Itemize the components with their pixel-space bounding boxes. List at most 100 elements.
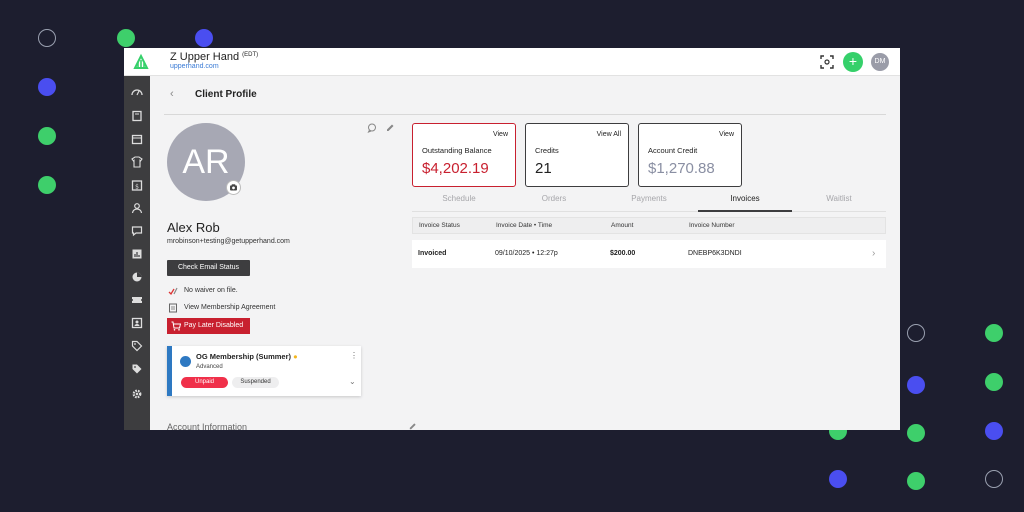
sun-icon: ● — [293, 352, 298, 361]
membership-title-text: OG Membership (Summer) — [196, 352, 292, 361]
stat-value: 21 — [535, 160, 552, 177]
chevron-right-icon[interactable]: › — [872, 248, 876, 259]
app-window: Z Upper Hand (EDT) upperhand.com + DM $ … — [124, 48, 900, 430]
invoice-date: 09/10/2025 • 12:27p — [495, 250, 558, 257]
back-button[interactable]: ‹ — [170, 88, 174, 100]
business-name-text: Z Upper Hand — [170, 51, 240, 63]
tab-schedule[interactable]: Schedule — [442, 194, 476, 203]
comment-icon[interactable] — [367, 123, 377, 133]
waiver-icon — [168, 287, 178, 296]
waiver-status: No waiver on file. — [184, 287, 238, 294]
contacts-icon[interactable] — [131, 317, 143, 329]
upperhand-logo-icon[interactable] — [132, 53, 150, 71]
view-membership-agreement-link[interactable]: View Membership Agreement — [184, 304, 276, 311]
chevron-down-icon[interactable]: ⌄ — [349, 377, 356, 386]
suspended-badge: Suspended — [232, 377, 279, 388]
stat-label: Outstanding Balance — [422, 146, 492, 155]
membership-tier: Advanced — [196, 364, 223, 370]
decor-dot — [907, 424, 925, 442]
pay-later-label: Pay Later Disabled — [184, 322, 244, 329]
column-header[interactable]: Amount — [611, 222, 634, 229]
client-email: mrobinson+testing@getupperhand.com — [167, 238, 290, 245]
settings-icon[interactable] — [131, 388, 143, 400]
decor-dot — [195, 29, 213, 47]
user-avatar[interactable]: DM — [871, 53, 889, 71]
sidebar: $ — [124, 76, 150, 430]
stat-value: $4,202.19 — [422, 160, 489, 177]
account-credit-card[interactable]: View Account Credit $1,270.88 — [638, 123, 742, 187]
cart-icon — [171, 321, 181, 331]
client-name: Alex Rob — [167, 220, 220, 235]
column-header[interactable]: Invoice Number — [689, 222, 735, 229]
invoice-number: DNEBP6K3DNDI — [688, 250, 742, 257]
view-link[interactable]: View — [718, 131, 734, 138]
unpaid-badge: Unpaid — [181, 377, 228, 388]
invoice-status: Invoiced — [418, 250, 447, 257]
tabs-divider — [412, 211, 886, 212]
chat-icon[interactable] — [131, 225, 143, 237]
decor-dot — [907, 324, 925, 342]
tab-invoices[interactable]: Invoices — [730, 194, 760, 203]
decor-dot — [38, 176, 56, 194]
decor-dot — [38, 29, 56, 47]
tab-payments[interactable]: Payments — [631, 194, 667, 203]
ticket-icon[interactable] — [131, 294, 143, 306]
account-information-heading: Account Information — [167, 422, 248, 430]
more-menu-icon[interactable]: ⋮ — [350, 351, 358, 360]
stat-value: $1,270.88 — [648, 160, 715, 177]
membership-icon — [180, 356, 191, 367]
view-link[interactable]: View — [492, 131, 508, 138]
camera-icon[interactable] — [226, 180, 241, 195]
decor-dot — [38, 78, 56, 96]
business-url[interactable]: upperhand.com — [170, 63, 219, 70]
column-header[interactable]: Invoice Date • Time — [496, 222, 553, 229]
decor-dot — [907, 472, 925, 490]
decor-dot — [829, 470, 847, 488]
tag-icon[interactable] — [131, 340, 143, 352]
document-icon — [169, 303, 177, 313]
calendar-icon[interactable] — [131, 133, 143, 145]
membership-card[interactable]: OG Membership (Summer) ● Advanced ⋮ Unpa… — [167, 346, 361, 396]
invoice-amount: $200.00 — [610, 250, 636, 257]
stat-label: Credits — [535, 146, 559, 155]
outstanding-balance-card[interactable]: View Outstanding Balance $4,202.19 — [412, 123, 516, 187]
calendar-dollar-icon[interactable]: $ — [131, 179, 143, 191]
business-name[interactable]: Z Upper Hand (EDT) — [170, 51, 258, 63]
edit-icon[interactable] — [408, 422, 417, 430]
decor-dot — [985, 324, 1003, 342]
view-all-link[interactable]: View All — [596, 131, 621, 138]
credits-card[interactable]: View All Credits 21 — [525, 123, 629, 187]
table-row[interactable]: Invoiced 09/10/2025 • 12:27p $200.00 DNE… — [412, 240, 886, 268]
membership-title: OG Membership (Summer) ● — [196, 352, 298, 361]
tab-waitlist[interactable]: Waitlist — [826, 194, 852, 203]
tab-orders[interactable]: Orders — [541, 194, 567, 203]
people-icon[interactable] — [131, 202, 143, 214]
stat-label: Account Credit — [648, 146, 698, 155]
decor-dot — [907, 376, 925, 394]
decor-dot — [985, 422, 1003, 440]
check-email-status-button[interactable]: Check Email Status — [167, 260, 250, 276]
shirt-icon[interactable] — [131, 156, 143, 168]
decor-dot — [985, 373, 1003, 391]
pay-later-disabled-button[interactable]: Pay Later Disabled — [167, 318, 250, 334]
scan-icon[interactable] — [819, 54, 835, 70]
top-bar: Z Upper Hand (EDT) upperhand.com + DM — [124, 48, 900, 76]
decor-dot — [117, 29, 135, 47]
timezone-label: (EDT) — [242, 52, 259, 58]
decor-dot — [985, 470, 1003, 488]
dashboard-icon[interactable] — [131, 86, 143, 98]
tags-icon[interactable] — [131, 363, 143, 375]
main-content: ‹ Client Profile AR Alex Rob mrobinson+t… — [150, 76, 900, 430]
book-icon[interactable] — [131, 110, 143, 122]
decor-dot — [38, 127, 56, 145]
add-button[interactable]: + — [843, 52, 863, 72]
divider — [164, 114, 886, 115]
svg-text:$: $ — [135, 184, 139, 191]
invoice-table-header: Invoice Status Invoice Date • Time Amoun… — [412, 217, 886, 234]
column-header[interactable]: Invoice Status — [419, 222, 460, 229]
active-tab-indicator — [698, 210, 792, 212]
page-title: Client Profile — [195, 89, 257, 100]
report-icon[interactable] — [131, 248, 143, 260]
edit-icon[interactable] — [385, 123, 395, 133]
chart-icon[interactable] — [131, 271, 143, 283]
